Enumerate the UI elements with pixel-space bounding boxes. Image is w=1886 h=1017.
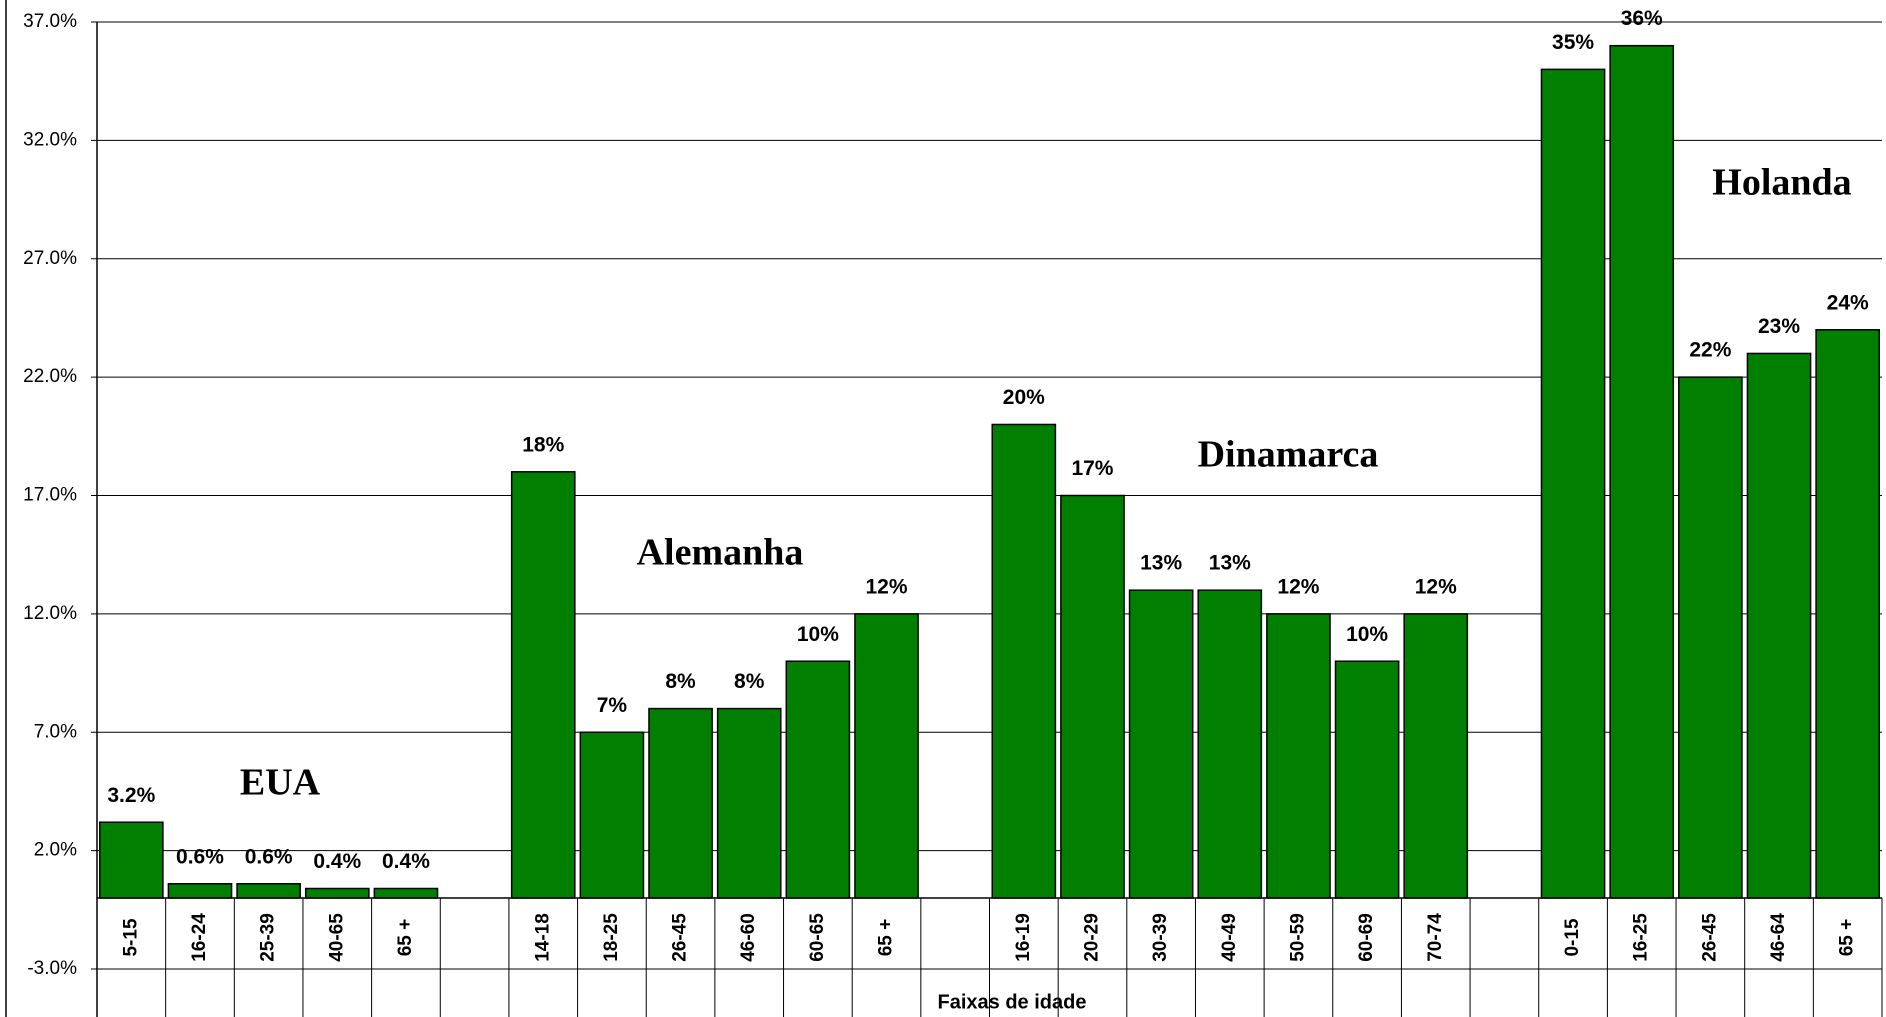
- value-label: 10%: [797, 623, 839, 646]
- value-label: 0.4%: [313, 850, 361, 873]
- x-tick-label: 40-65: [326, 913, 347, 962]
- y-tick-label: 27.0%: [23, 248, 77, 269]
- bar: [1815, 329, 1881, 899]
- value-label: 0.6%: [176, 845, 224, 868]
- value-label: 3.2%: [107, 784, 155, 807]
- group-annotation: Alemanha: [637, 532, 804, 574]
- value-label: 24%: [1827, 291, 1869, 314]
- bar: [1266, 613, 1331, 899]
- value-label: 12%: [1277, 575, 1319, 598]
- x-tick-label: 16-24: [189, 913, 210, 962]
- bar: [1060, 494, 1125, 899]
- y-tick-label: 37.0%: [23, 11, 77, 32]
- value-label: 8%: [665, 670, 696, 693]
- x-tick-label: 14-18: [532, 913, 553, 962]
- x-tick-label: 46-64: [1768, 913, 1789, 962]
- x-tick-label: 70-74: [1425, 913, 1446, 962]
- x-tick-label: 18-25: [601, 913, 622, 962]
- value-label: 13%: [1209, 552, 1251, 575]
- value-label: 13%: [1140, 552, 1182, 575]
- value-label: 35%: [1552, 31, 1594, 54]
- x-tick-label: 20-29: [1081, 913, 1102, 962]
- y-tick-label: 7.0%: [34, 721, 77, 742]
- x-tick-label: 50-59: [1287, 913, 1308, 962]
- x-tick-label: 60-65: [807, 913, 828, 962]
- bar: [373, 887, 439, 899]
- bar: [1334, 660, 1400, 899]
- bar: [579, 731, 645, 899]
- value-label: 22%: [1689, 339, 1731, 362]
- bar: [304, 887, 370, 899]
- value-label: 36%: [1621, 7, 1663, 30]
- x-tick-label: 65 +: [1837, 919, 1858, 957]
- group-annotation: Dinamarca: [1198, 434, 1379, 476]
- x-tick-label: 65 +: [395, 919, 416, 957]
- x-tick-label: 25-39: [258, 913, 279, 962]
- x-tick-label: 26-45: [670, 913, 691, 962]
- bar: [1609, 44, 1675, 899]
- value-label: 0.4%: [382, 850, 430, 873]
- x-tick-label: 60-69: [1356, 913, 1377, 962]
- value-label: 10%: [1346, 623, 1388, 646]
- bar: [716, 707, 782, 899]
- bar: [991, 423, 1057, 899]
- value-label: 17%: [1071, 457, 1113, 480]
- x-tick-label: 40-49: [1219, 913, 1240, 962]
- value-label: 20%: [1003, 386, 1045, 409]
- x-tick-label: 5-15: [120, 918, 141, 956]
- x-tick-label: 65 +: [876, 919, 897, 957]
- value-label: 18%: [522, 433, 564, 456]
- bar: [1403, 613, 1469, 899]
- y-tick-label: 22.0%: [23, 366, 77, 387]
- y-tick-label: -3.0%: [27, 958, 77, 979]
- bar: [1128, 589, 1194, 899]
- value-label: 12%: [866, 575, 908, 598]
- group-annotation: EUA: [240, 762, 321, 804]
- bar: [236, 883, 301, 899]
- y-tick-label: 17.0%: [23, 485, 77, 506]
- value-label: 8%: [734, 670, 765, 693]
- bar: [1678, 376, 1743, 899]
- x-tick-label: 16-25: [1631, 913, 1652, 962]
- x-axis-label: Faixas de idade: [938, 991, 1087, 1013]
- bar: [648, 707, 713, 899]
- y-tick-label: 12.0%: [23, 603, 77, 624]
- x-tick-label: 16-19: [1013, 913, 1034, 962]
- bar: [98, 821, 164, 899]
- bar: [1746, 352, 1812, 899]
- bar: [785, 660, 851, 899]
- y-tick-label: 2.0%: [34, 840, 77, 861]
- bar: [1540, 68, 1606, 899]
- value-label: 0.6%: [245, 845, 293, 868]
- y-tick-label: 32.0%: [23, 129, 77, 150]
- value-label: 12%: [1415, 575, 1457, 598]
- x-tick-label: 26-45: [1699, 913, 1720, 962]
- group-annotation: Holanda: [1712, 162, 1851, 204]
- x-tick-label: 30-39: [1150, 913, 1171, 962]
- value-label: 23%: [1758, 315, 1800, 338]
- bar: [510, 471, 576, 899]
- bar: [854, 613, 919, 899]
- x-tick-label: 0-15: [1562, 918, 1583, 956]
- value-label: 7%: [597, 694, 628, 717]
- x-tick-label: 46-60: [738, 913, 759, 962]
- bar: [167, 883, 233, 899]
- bar: [1197, 589, 1263, 899]
